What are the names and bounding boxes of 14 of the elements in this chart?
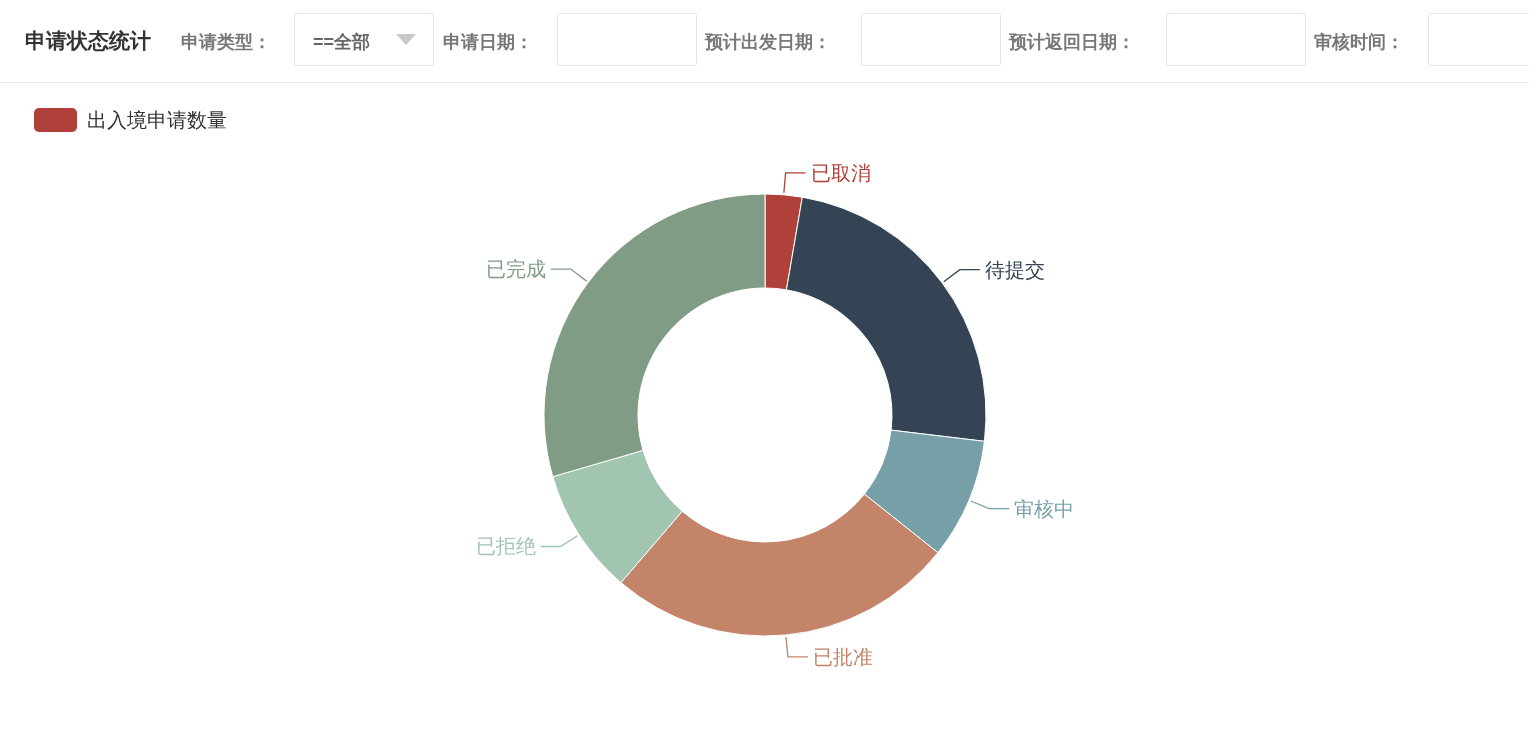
slice-label: 已批准 [812, 645, 873, 668]
slice-label: 审核中 [1014, 497, 1075, 520]
text: 预计返回日期： [1008, 32, 1135, 52]
text: ==全部 [313, 32, 371, 52]
text: 预计出发日期： [704, 32, 831, 52]
legend-label: 出入境申请数量 [87, 109, 227, 131]
text: 申请类型： [181, 32, 271, 52]
slice-label: 已完成 [485, 258, 546, 281]
text: 申请日期： [443, 32, 533, 52]
slice-label: 待提交 [984, 258, 1045, 281]
slice-label: 已取消 [810, 161, 871, 184]
chart-title: 申请状态统计 [25, 29, 151, 52]
slice-label: 已拒绝 [475, 535, 536, 558]
text: 审核时间： [1314, 32, 1404, 52]
